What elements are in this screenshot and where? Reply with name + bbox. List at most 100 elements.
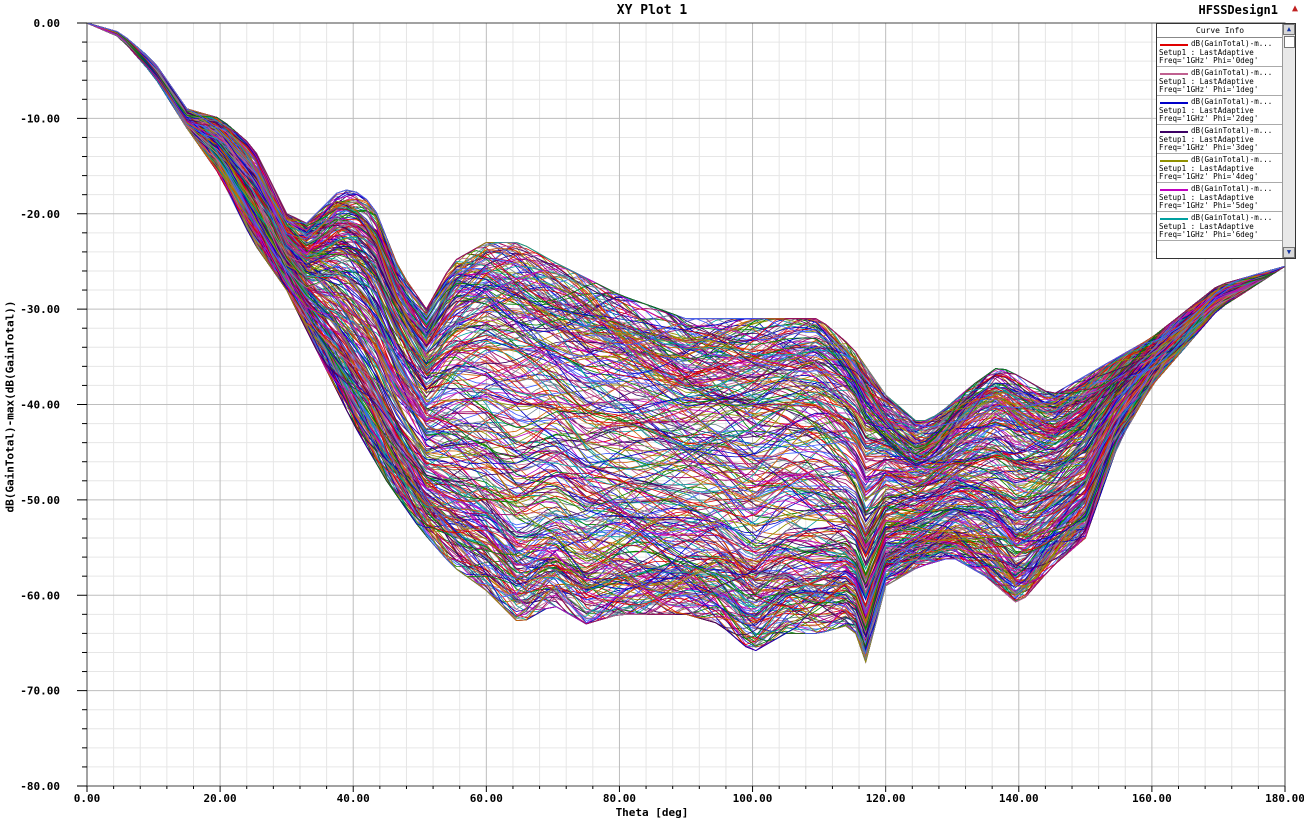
gain-curve [86, 22, 1286, 509]
curve-info-legend[interactable]: Curve Info dB(GainTotal)-m... Setup1 : La… [1156, 23, 1296, 259]
gain-curve [86, 22, 1286, 595]
legend-line-swatch [1160, 189, 1188, 191]
legend-entry[interactable]: dB(GainTotal)-m... Setup1 : LastAdaptive F… [1157, 212, 1283, 241]
triangle-up-icon[interactable]: ▲ [1291, 3, 1298, 14]
gain-curve [86, 22, 1286, 499]
chevron-down-icon[interactable]: ▼ [1283, 247, 1295, 258]
gain-curve [86, 22, 1286, 584]
legend-line-swatch [1160, 131, 1188, 133]
x-tick-label: 140.00 [999, 792, 1039, 805]
gain-curve [86, 22, 1286, 452]
gain-curve [86, 22, 1286, 589]
gain-curve [86, 22, 1286, 504]
legend-text: dB(GainTotal)-m... [1191, 126, 1273, 135]
y-tick-label: -40.00 [20, 399, 60, 412]
y-tick-label: -70.00 [20, 685, 60, 698]
legend-text: Freq='1GHz' Phi='5deg' [1159, 201, 1259, 210]
legend-text: Setup1 : LastAdaptive [1159, 192, 1254, 202]
legend-line-swatch [1160, 73, 1188, 75]
legend-text: Freq='1GHz' Phi='6deg' [1159, 230, 1259, 239]
x-tick-label: 120.00 [866, 792, 906, 805]
gain-curve [86, 22, 1286, 624]
y-tick-label: -50.00 [20, 494, 60, 507]
x-axis-label: Theta [deg] [615, 806, 689, 819]
legend-entry[interactable]: dB(GainTotal)-m... Setup1 : LastAdaptive F… [1157, 154, 1283, 183]
y-tick-labels: 0.00 -10.00 -20.00 -30.00 -40.00 -50.00 -60.00… [20, 17, 60, 793]
scroll-thumb[interactable] [1284, 36, 1295, 48]
gain-curve [86, 22, 1286, 652]
x-tick-label: 100.00 [733, 792, 773, 805]
legend-entries: dB(GainTotal)-m... Setup1 : LastAdaptive F… [1157, 38, 1295, 241]
legend-text: Setup1 : LastAdaptive [1159, 221, 1254, 231]
legend-scrollbar[interactable]: ▲ ▼ [1282, 24, 1295, 258]
legend-text: dB(GainTotal)-m... [1191, 213, 1273, 222]
gain-curve [86, 22, 1286, 555]
x-tick-label: 60.00 [470, 792, 503, 805]
legend-text: Freq='1GHz' Phi='1deg' [1159, 85, 1259, 94]
x-tick-label: 0.00 [74, 792, 101, 805]
gain-curve [86, 22, 1286, 609]
gain-curve [86, 22, 1286, 549]
gain-curve [86, 22, 1286, 580]
legend-entry[interactable]: dB(GainTotal)-m... Setup1 : LastAdaptive F… [1157, 125, 1283, 154]
gain-curve [86, 22, 1286, 544]
legend-line-swatch [1160, 218, 1188, 220]
gain-curve [86, 22, 1286, 608]
gain-curve [86, 22, 1286, 427]
gain-curve [86, 22, 1286, 449]
gain-curve [86, 22, 1286, 589]
chevron-up-icon[interactable]: ▲ [1283, 24, 1295, 35]
x-tick-label: 40.00 [337, 792, 370, 805]
design-name: HFSSDesign1 [1198, 3, 1278, 17]
gain-curve [86, 22, 1286, 575]
gain-curve [86, 22, 1286, 599]
gain-curve [86, 22, 1286, 596]
legend-entry[interactable]: dB(GainTotal)-m... Setup1 : LastAdaptive F… [1157, 183, 1283, 212]
gain-curve [86, 22, 1286, 461]
legend-text: dB(GainTotal)-m... [1191, 68, 1273, 77]
legend-text: dB(GainTotal)-m... [1191, 97, 1273, 106]
y-tick-label: 0.00 [34, 17, 61, 30]
legend-entry[interactable]: dB(GainTotal)-m... Setup1 : LastAdaptive F… [1157, 67, 1283, 96]
legend-text: Freq='1GHz' Phi='2deg' [1159, 114, 1259, 123]
legend-entry[interactable]: dB(GainTotal)-m... Setup1 : LastAdaptive F… [1157, 96, 1283, 125]
legend-text: Setup1 : LastAdaptive [1159, 105, 1254, 115]
legend-text: dB(GainTotal)-m... [1191, 184, 1273, 193]
gain-curve [86, 22, 1286, 565]
gain-curve [86, 22, 1286, 602]
legend-text: Setup1 : LastAdaptive [1159, 134, 1254, 144]
y-tick-label: -30.00 [20, 303, 60, 316]
x-tick-label: 20.00 [204, 792, 237, 805]
gain-curve [86, 22, 1286, 422]
legend-line-swatch [1160, 102, 1188, 104]
y-tick-label: -60.00 [20, 589, 60, 602]
gain-curve [86, 22, 1286, 528]
gain-curve [86, 22, 1286, 432]
y-axis-label: dB(GainTotal)-max(dB(GainTotal)) [3, 300, 17, 513]
legend-text: dB(GainTotal)-m... [1191, 39, 1273, 48]
legend-entry[interactable]: dB(GainTotal)-m... Setup1 : LastAdaptive F… [1157, 38, 1283, 67]
tick-marks [77, 22, 1286, 792]
gain-curve [86, 22, 1286, 467]
gain-curve [86, 22, 1286, 554]
curve-group [86, 22, 1286, 664]
gain-curve [86, 22, 1286, 567]
plot-title: XY Plot 1 [616, 3, 688, 18]
legend-text: Setup1 : LastAdaptive [1159, 76, 1254, 86]
legend-line-swatch [1160, 44, 1188, 46]
y-tick-label: -20.00 [20, 208, 60, 221]
gain-curve [86, 22, 1286, 469]
gain-curve [86, 22, 1286, 565]
gain-curve [86, 22, 1286, 428]
gain-curve [86, 22, 1286, 492]
x-tick-label: 160.00 [1132, 792, 1172, 805]
gain-curve [86, 22, 1286, 575]
gain-curve [86, 22, 1286, 646]
legend-line-swatch [1160, 160, 1188, 162]
y-tick-label: -80.00 [20, 780, 60, 793]
gain-curve [86, 22, 1286, 624]
gain-curve [86, 22, 1286, 422]
gain-curve [86, 22, 1286, 440]
gain-curve [86, 22, 1286, 601]
gain-curve [86, 22, 1286, 582]
